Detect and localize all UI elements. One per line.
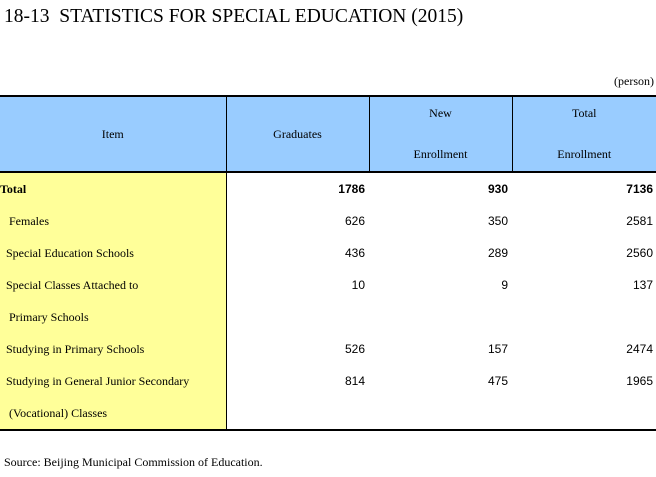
row-new-enrollment: 9	[501, 278, 508, 292]
row-graduates	[226, 301, 369, 333]
header-new-enrollment: New Enrollment	[368, 95, 512, 173]
row-item: Studying in General Junior Secondary	[0, 365, 227, 397]
row-graduates: 1786	[338, 182, 365, 196]
row-item: Primary Schools	[0, 301, 227, 333]
row-total-enrollment	[512, 397, 656, 431]
table-row: Studying in Primary Schools 526 157 2474	[0, 333, 656, 365]
row-graduates: 814	[344, 374, 365, 388]
header-item: Item	[0, 95, 226, 173]
table-row: (Vocational) Classes	[0, 397, 656, 431]
row-graduates: 10	[351, 278, 365, 292]
table-row: Studying in General Junior Secondary 814…	[0, 365, 656, 397]
row-item: Studying in Primary Schools	[0, 333, 227, 365]
row-new-enrollment: 475	[487, 374, 508, 388]
table-row: Primary Schools	[0, 301, 656, 333]
row-graduates: 526	[344, 342, 365, 356]
row-new-enrollment: 289	[487, 246, 508, 260]
row-total-enrollment: 2474	[626, 342, 653, 356]
row-item: (Vocational) Classes	[0, 397, 227, 431]
source-note: Source: Beijing Municipal Commission of …	[4, 455, 263, 469]
header-total-enrollment-line2: Enrollment	[557, 147, 612, 161]
table-row: Total 1786 930 7136	[0, 172, 656, 205]
row-new-enrollment: 350	[487, 214, 508, 228]
row-new-enrollment: 157	[487, 342, 508, 356]
table-row: Females 626 350 2581	[0, 205, 656, 237]
row-new-enrollment: 930	[487, 182, 508, 196]
row-item: Special Classes Attached to	[0, 269, 227, 301]
row-graduates: 436	[344, 246, 365, 260]
header-total-enrollment-line1: Total	[572, 106, 597, 120]
statistics-table: Item Graduates New Enrollment Total Enro…	[0, 95, 656, 431]
row-graduates	[226, 397, 369, 431]
row-item: Total	[0, 172, 227, 205]
row-item: Special Education Schools	[0, 237, 227, 269]
unit-label: (person)	[614, 74, 654, 88]
header-graduates: Graduates	[225, 95, 369, 173]
row-new-enrollment	[369, 301, 512, 333]
row-total-enrollment: 7136	[626, 182, 653, 196]
row-total-enrollment: 2581	[626, 214, 653, 228]
header-new-enrollment-line1: New	[429, 106, 452, 120]
row-total-enrollment: 2560	[626, 246, 653, 260]
header-new-enrollment-line2: Enrollment	[413, 147, 468, 161]
row-total-enrollment: 1965	[626, 374, 653, 388]
row-total-enrollment: 137	[632, 278, 653, 292]
page-title: 18-13 STATISTICS FOR SPECIAL EDUCATION (…	[4, 6, 464, 27]
row-item: Females	[0, 205, 227, 237]
row-total-enrollment	[512, 301, 656, 333]
table-header-row: Item Graduates New Enrollment Total Enro…	[0, 95, 656, 173]
row-new-enrollment	[369, 397, 512, 431]
table-row: Special Education Schools 436 289 2560	[0, 237, 656, 269]
row-graduates: 626	[344, 214, 365, 228]
header-total-enrollment: Total Enrollment	[511, 95, 656, 173]
table-row: Special Classes Attached to 10 9 137	[0, 269, 656, 301]
